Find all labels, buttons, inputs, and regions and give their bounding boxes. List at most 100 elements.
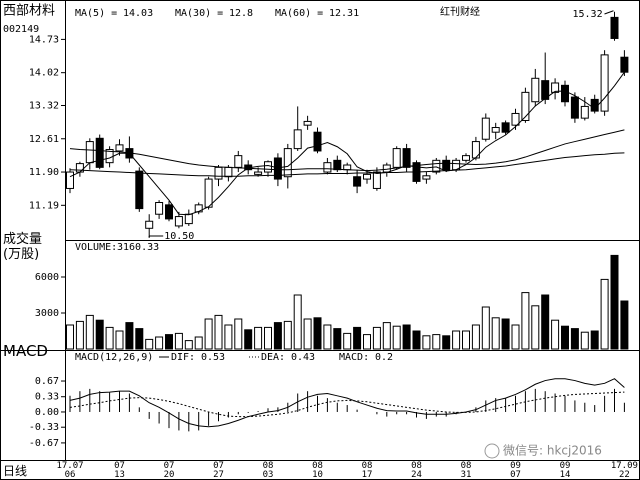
candle-body <box>313 131 322 152</box>
volume-bar <box>283 320 292 350</box>
line <box>69 152 625 177</box>
candle-body <box>155 202 164 215</box>
candle-body <box>343 164 352 171</box>
candle-body <box>392 148 401 168</box>
x-tick-label: 07 20 <box>163 461 175 480</box>
candle-body <box>174 216 183 227</box>
candle-body <box>293 129 302 150</box>
volume-bar <box>462 330 470 350</box>
volume-bar <box>353 326 362 350</box>
legend-label: DEA: <box>261 352 285 363</box>
x-tick-label: 17.07 06 <box>56 461 84 480</box>
volume-bar <box>323 324 332 350</box>
source: 红刊财经 <box>440 5 480 18</box>
line <box>69 391 625 418</box>
volume-bar <box>115 330 124 350</box>
y-tick-label: 0.67 <box>35 376 59 387</box>
volume-bar <box>570 328 579 350</box>
legend-label: MA(5) = <box>75 8 117 19</box>
legend-value: 0.43 <box>291 352 315 363</box>
y-tick-label: 6000 <box>35 272 59 283</box>
volume-bar <box>471 324 480 350</box>
candle-body <box>224 166 233 178</box>
volume-bar <box>194 336 203 350</box>
candle-body <box>353 176 362 187</box>
volume-bar <box>432 334 441 350</box>
candle-body <box>214 166 223 180</box>
candle-body <box>521 91 530 121</box>
stock-name: 西部材料 <box>3 4 55 19</box>
volume-bar <box>531 305 540 350</box>
volume-bar <box>551 319 560 350</box>
volume-bar <box>214 314 223 350</box>
annotation-arrow <box>604 10 614 15</box>
volume-bar <box>392 325 401 350</box>
volume-bar <box>600 278 609 350</box>
candle-body <box>620 56 629 73</box>
candle-body <box>165 204 173 220</box>
y-tick-label: -0.67 <box>29 438 59 449</box>
volume-bar <box>135 328 144 350</box>
x-tick-label: 17.09 22 <box>610 461 638 480</box>
legend-value: 14.03 <box>123 8 153 19</box>
candle-body <box>541 80 550 100</box>
candle-body <box>115 144 124 152</box>
volume-bar <box>85 314 94 350</box>
y-tick-label: -0.33 <box>29 422 59 433</box>
volume-bar <box>234 318 243 350</box>
x-tick-label: 08 03 <box>262 461 274 480</box>
candle-body <box>610 16 619 39</box>
candle-body <box>481 117 490 140</box>
y-tick-label: 3000 <box>35 308 59 319</box>
volume-bar <box>343 332 352 350</box>
x-tick-label: 07 27 <box>213 461 224 480</box>
candle-body <box>273 157 282 180</box>
y-tick-label: 13.32 <box>29 100 59 111</box>
line <box>69 71 625 216</box>
candle-body <box>333 159 342 171</box>
volume-bar <box>580 331 589 350</box>
volume-bar <box>145 338 154 350</box>
high-annotation: 15.32 <box>573 9 603 20</box>
volume-bar <box>620 300 629 350</box>
y-tick-label: 0.33 <box>35 392 59 403</box>
volume-bar <box>184 340 193 350</box>
volume-bar <box>610 254 619 350</box>
candle-body <box>402 148 411 168</box>
candle-body <box>511 112 520 126</box>
y-tick-label: 14.73 <box>29 34 59 45</box>
volume-bar <box>561 325 569 350</box>
candle-body <box>323 162 332 173</box>
volume-bar <box>412 330 421 350</box>
macd-title: MACD <box>3 342 48 360</box>
candle-body <box>145 220 154 229</box>
volume-bar <box>402 324 411 350</box>
volume-bar <box>363 334 371 350</box>
volume-bar <box>174 332 183 350</box>
volume-bar <box>541 294 550 350</box>
y-tick-label: 14.02 <box>29 68 59 79</box>
candle-body <box>204 178 213 208</box>
candle-body <box>283 148 292 178</box>
volume-bar <box>511 324 520 350</box>
y-tick-label: 11.19 <box>29 200 59 211</box>
candle-body <box>66 171 74 189</box>
candle-body <box>551 82 560 93</box>
legend-value: 0.53 <box>201 352 225 363</box>
legend-label: MA(60) = <box>275 8 323 19</box>
volume-bar <box>313 317 322 350</box>
candle-body <box>372 171 381 189</box>
volume-bar <box>422 335 431 350</box>
candle-body <box>561 84 569 103</box>
volume-bar <box>372 326 381 350</box>
candle-body <box>234 155 243 168</box>
volume-bar <box>264 326 272 350</box>
stock-code: 002149 <box>3 24 39 35</box>
volume-bar <box>224 324 233 350</box>
legend-value: 0.2 <box>375 352 393 363</box>
legend-label: MA(30) = <box>175 8 223 19</box>
candle-body <box>531 77 540 103</box>
candle-body <box>135 170 144 210</box>
candle-body <box>254 171 263 175</box>
x-tick-label: 08 24 <box>411 461 422 480</box>
